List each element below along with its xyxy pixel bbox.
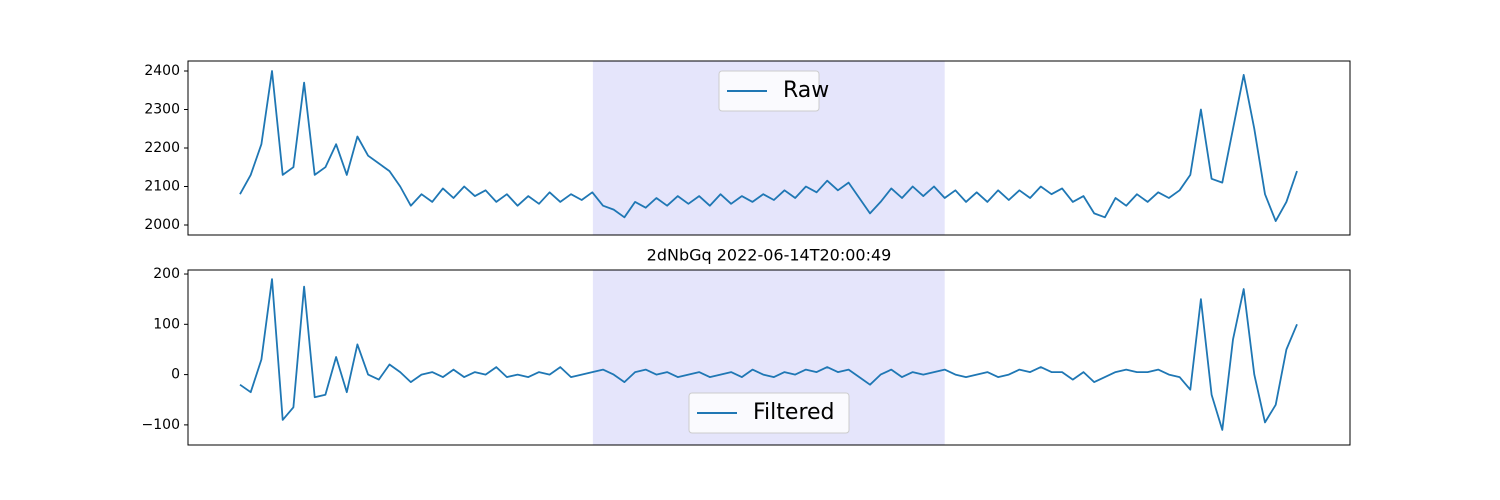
- legend-box: [688, 392, 850, 434]
- y-tick-label: 100: [153, 316, 180, 332]
- data-line: [239, 70, 1298, 222]
- y-tick-label: 2200: [144, 140, 180, 156]
- legend-box: [718, 70, 820, 112]
- y-tick-label: 2100: [144, 178, 180, 194]
- y-tick-label: 2300: [144, 102, 180, 118]
- chart-title: 2dNbGq 2022-06-14T20:00:49: [647, 246, 892, 265]
- y-tick-label: 2400: [144, 63, 180, 79]
- axes-frame: [187, 269, 1351, 446]
- y-tick-label: 2000: [144, 217, 180, 233]
- y-tick-label: −100: [142, 417, 180, 433]
- axes-frame: [187, 60, 1351, 236]
- legend-label: Filtered: [753, 400, 835, 425]
- y-tick-label: 200: [153, 266, 180, 282]
- legend-label: Raw: [783, 78, 829, 103]
- y-tick-label: 0: [171, 367, 180, 383]
- data-line: [239, 278, 1298, 431]
